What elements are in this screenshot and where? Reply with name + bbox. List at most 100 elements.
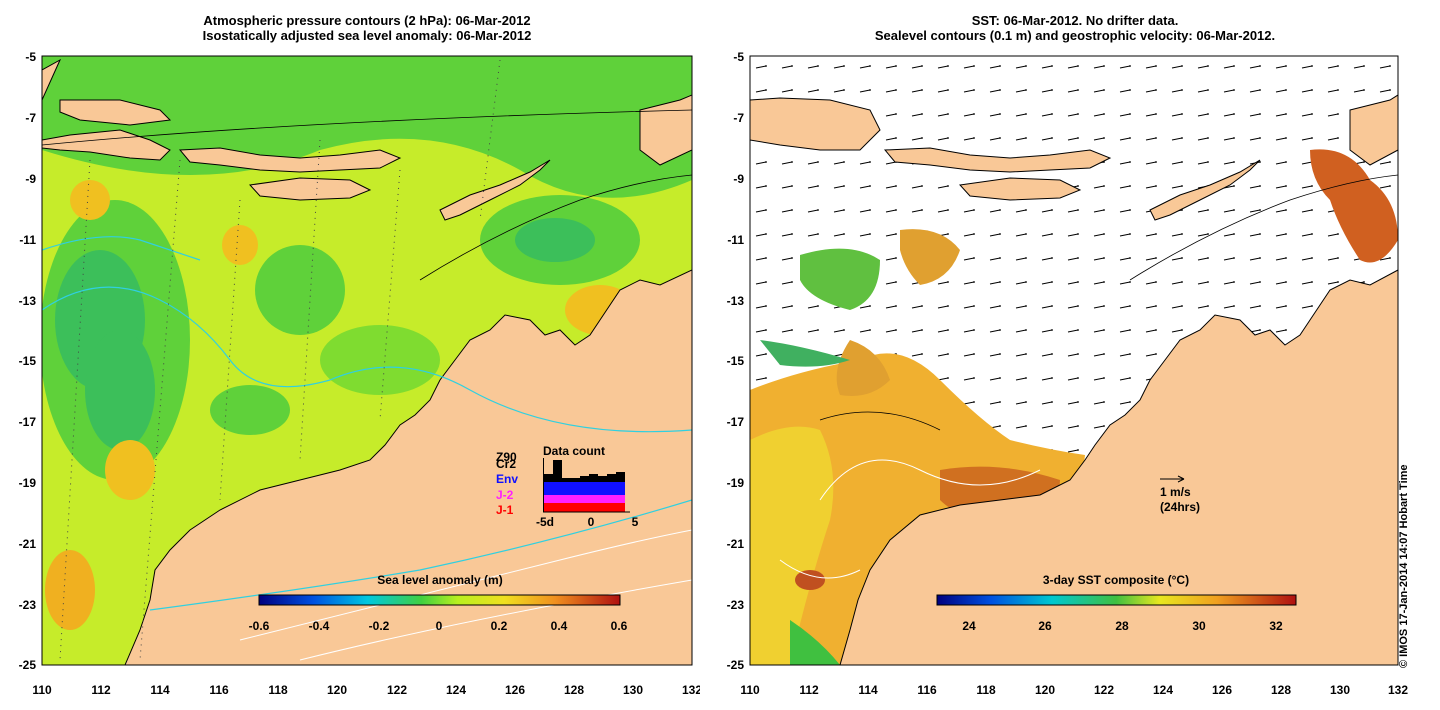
sla-green-mid2 xyxy=(320,325,440,395)
right-x-axis: 110 112 114 116 118 120 122 124 126 128 … xyxy=(740,683,1408,697)
right-xtick-0: 110 xyxy=(740,683,760,697)
isobath-cyan-2 xyxy=(42,236,201,261)
sla-colorbar-tick-4: 0.2 xyxy=(491,619,508,633)
isobath-white xyxy=(239,529,692,661)
sla-colorbar-tick-5: 0.4 xyxy=(551,619,568,633)
bathymetry-black-right xyxy=(819,174,1398,431)
right-ytick-10: -25 xyxy=(727,658,745,672)
left-ytick-7: -19 xyxy=(19,476,37,490)
right-ytick-9: -23 xyxy=(727,598,745,612)
data-count-tick-0: -5d xyxy=(536,515,554,529)
left-y-axis: -5 -7 -9 -11 -13 -15 -17 -19 -21 -23 -25 xyxy=(19,50,37,672)
island-lombok-sumbawa xyxy=(42,129,171,161)
sst-colorbar-tick-3: 30 xyxy=(1192,619,1206,633)
data-count-source-j1: J-1 xyxy=(496,503,514,517)
right-ytick-1: -7 xyxy=(733,111,744,125)
data-count-bars xyxy=(543,458,630,513)
sst-colorbar-tick-2: 28 xyxy=(1115,619,1129,633)
sla-green-mid xyxy=(255,245,345,335)
right-xtick-3: 116 xyxy=(917,683,937,697)
data-count-source-j2: J-2 xyxy=(496,488,514,502)
velocity-scale-label: 1 m/s xyxy=(1160,485,1191,499)
sla-colorbar: Sea level anomaly (m) -0.6 -0.4 -0.2 0 0… xyxy=(249,573,628,633)
sla-colorbar-title: Sea level anomaly (m) xyxy=(377,573,502,587)
sla-orange-1 xyxy=(222,225,258,265)
sla-green-south xyxy=(210,385,290,435)
right-y-axis: -5 -7 -9 -11 -13 -15 -17 -19 -21 -23 -25 xyxy=(727,50,745,672)
right-xtick-1: 112 xyxy=(799,683,819,697)
sla-orange-4 xyxy=(70,180,110,220)
sst-colorbar-tick-4: 32 xyxy=(1269,619,1283,633)
sst-orange-patch-mid xyxy=(836,340,890,396)
sst-map[interactable]: -5 -7 -9 -11 -13 -15 -17 -19 -21 -23 -25… xyxy=(700,40,1440,710)
right-xtick-2: 114 xyxy=(858,683,878,697)
australia-land xyxy=(124,269,692,665)
right-xtick-5: 120 xyxy=(1035,683,1055,697)
left-ytick-4: -13 xyxy=(19,294,37,308)
island-north-block xyxy=(59,99,172,126)
left-xtick-8: 126 xyxy=(505,683,525,697)
right-ytick-0: -5 xyxy=(733,50,744,64)
sla-orange-2 xyxy=(105,440,155,500)
right-xtick-4: 118 xyxy=(976,683,996,697)
right-ytick-6: -17 xyxy=(727,415,745,429)
imos-credit: © IMOS 17-Jan-2014 14:07 Hobart Time xyxy=(1398,464,1410,668)
data-count-inset: Z90 Cr2 Env J-2 J-1 Data count -5d 0 5 xyxy=(496,444,639,529)
island-timor-right xyxy=(1149,159,1261,221)
island-timor xyxy=(439,159,551,221)
left-ytick-0: -5 xyxy=(25,50,36,64)
island-ne-right xyxy=(1349,94,1398,166)
sla-orange-3 xyxy=(45,550,95,630)
sla-colorbar-tick-6: 0.6 xyxy=(611,619,628,633)
right-xtick-11: 132 xyxy=(1388,683,1408,697)
right-map-frame xyxy=(749,55,1399,666)
left-ytick-2: -9 xyxy=(25,172,36,186)
sst-colorbar-gradient xyxy=(936,594,1297,606)
left-xtick-7: 124 xyxy=(446,683,466,697)
sst-red-patch-2 xyxy=(795,570,825,590)
right-ytick-4: -13 xyxy=(727,294,745,308)
left-xtick-2: 114 xyxy=(150,683,170,697)
left-xtick-5: 120 xyxy=(327,683,347,697)
right-xtick-7: 124 xyxy=(1153,683,1173,697)
isobath-cyan-3 xyxy=(149,499,692,611)
left-map-frame xyxy=(41,55,693,666)
island-sumba-right xyxy=(958,177,1082,201)
island-lombok-right xyxy=(750,97,881,151)
isobath-cyan xyxy=(42,286,692,433)
right-xtick-8: 126 xyxy=(1212,683,1232,697)
left-ytick-1: -7 xyxy=(25,111,36,125)
data-count-source-cr2: Cr2 xyxy=(496,457,516,471)
sea-level-anomaly-map[interactable]: -5 -7 -9 -11 -13 -15 -17 -19 -21 -23 -25… xyxy=(0,40,700,710)
right-title-line2: Sealevel contours (0.1 m) and geostrophi… xyxy=(874,28,1276,43)
sst-colorbar-title: 3-day SST composite (°C) xyxy=(1043,573,1189,587)
right-ytick-8: -21 xyxy=(727,537,745,551)
left-xtick-3: 116 xyxy=(209,683,229,697)
data-count-tick-2: 5 xyxy=(632,515,639,529)
isobath-black xyxy=(42,109,692,281)
left-xtick-0: 110 xyxy=(32,683,52,697)
island-flores-right xyxy=(883,147,1112,173)
right-xtick-6: 122 xyxy=(1094,683,1114,697)
sst-colorbar: 3-day SST composite (°C) 24 26 28 30 32 xyxy=(936,573,1297,633)
island-north-west xyxy=(42,58,62,101)
sla-colorbar-tick-1: -0.4 xyxy=(309,619,330,633)
left-ytick-9: -23 xyxy=(19,598,37,612)
left-title-line1: Atmospheric pressure contours (2 hPa): 0… xyxy=(203,13,531,28)
sst-yellow-band xyxy=(750,426,834,665)
australia-land-right xyxy=(839,269,1398,665)
data-count-source-z90: Z90 xyxy=(496,450,517,464)
right-ytick-2: -9 xyxy=(733,172,744,186)
left-ytick-5: -15 xyxy=(19,354,37,368)
right-ytick-5: -15 xyxy=(727,354,745,368)
sst-green-south xyxy=(790,620,840,665)
left-ytick-10: -25 xyxy=(19,658,37,672)
left-xtick-4: 118 xyxy=(268,683,288,697)
right-ytick-3: -11 xyxy=(727,233,744,247)
sst-green-strip xyxy=(760,340,850,367)
velocity-scale-sublabel: (24hrs) xyxy=(1160,500,1200,514)
left-xtick-11: 132 xyxy=(682,683,700,697)
left-ytick-6: -17 xyxy=(19,415,37,429)
pressure-contours xyxy=(59,59,501,661)
data-count-tick-1: 0 xyxy=(588,515,595,529)
